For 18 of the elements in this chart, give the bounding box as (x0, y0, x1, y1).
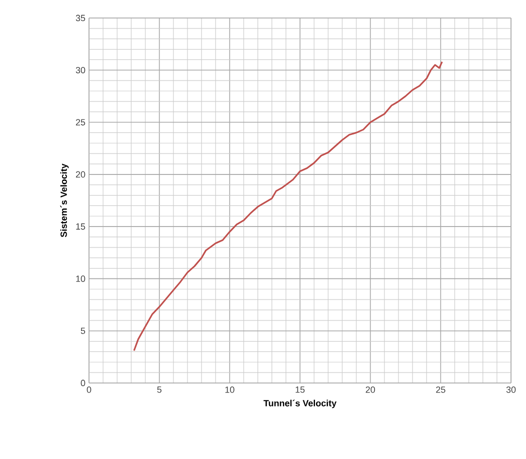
y-tick-label: 15 (76, 223, 86, 230)
y-tick-label: 35 (76, 14, 86, 22)
x-tick-label: 30 (506, 386, 516, 393)
y-tick-label: 30 (76, 66, 86, 74)
y-tick-label: 0 (80, 380, 86, 386)
y-tick-label: 20 (76, 171, 86, 178)
y-tick-label: 5 (80, 328, 86, 334)
x-tick-label: 20 (366, 386, 375, 393)
x-tick-label: 0 (86, 386, 92, 393)
x-tick-label: 15 (296, 386, 305, 393)
y-tick-label: 25 (76, 119, 86, 126)
y-tick-label: 10 (76, 276, 86, 282)
x-tick-label: 5 (157, 386, 162, 393)
x-tick-label: 25 (436, 386, 446, 393)
x-axis-title: Tunnel´s Velocity (264, 400, 337, 408)
x-tick-label: 10 (225, 386, 234, 393)
line-series (133, 60, 443, 352)
y-axis-title: Sistem´s Velocity (60, 164, 69, 238)
